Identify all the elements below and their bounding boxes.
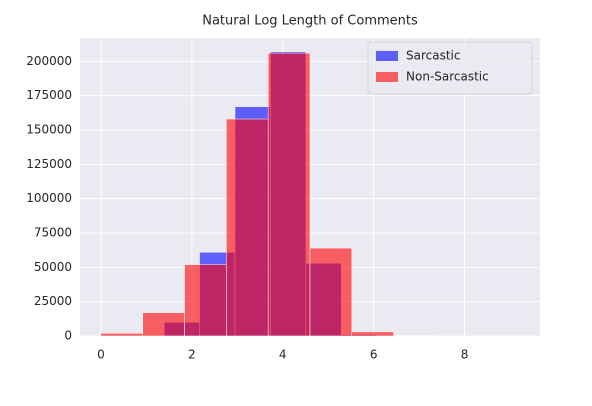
y-tick-label: 175000 <box>26 88 72 102</box>
x-tick-label: 4 <box>279 348 287 362</box>
x-tick-label: 0 <box>97 348 105 362</box>
legend-label: Sarcastic <box>406 49 460 63</box>
x-tick-label: 2 <box>188 348 196 362</box>
bar <box>184 264 227 337</box>
y-tick-label: 0 <box>64 329 72 343</box>
chart-title: Natural Log Length of Comments <box>202 14 418 29</box>
y-tick-label: 75000 <box>34 226 72 240</box>
bar <box>309 247 353 337</box>
y-tick-label: 25000 <box>34 294 72 308</box>
legend-box <box>367 41 533 95</box>
x-tick-label: 8 <box>461 348 469 362</box>
y-tick-label: 200000 <box>26 54 72 68</box>
bar <box>226 118 269 337</box>
legend-swatch <box>376 51 398 61</box>
y-tick-label: 50000 <box>34 260 72 274</box>
bar <box>351 331 394 337</box>
y-tick-label: 125000 <box>26 157 72 171</box>
bar <box>267 52 311 337</box>
legend-swatch <box>376 72 398 82</box>
bar <box>142 312 185 337</box>
y-tick-label: 100000 <box>26 191 72 205</box>
y-tick-label: 150000 <box>26 123 72 137</box>
bar <box>100 333 143 337</box>
x-tick-label: 6 <box>370 348 378 362</box>
legend-label: Non-Sarcastic <box>406 70 489 84</box>
